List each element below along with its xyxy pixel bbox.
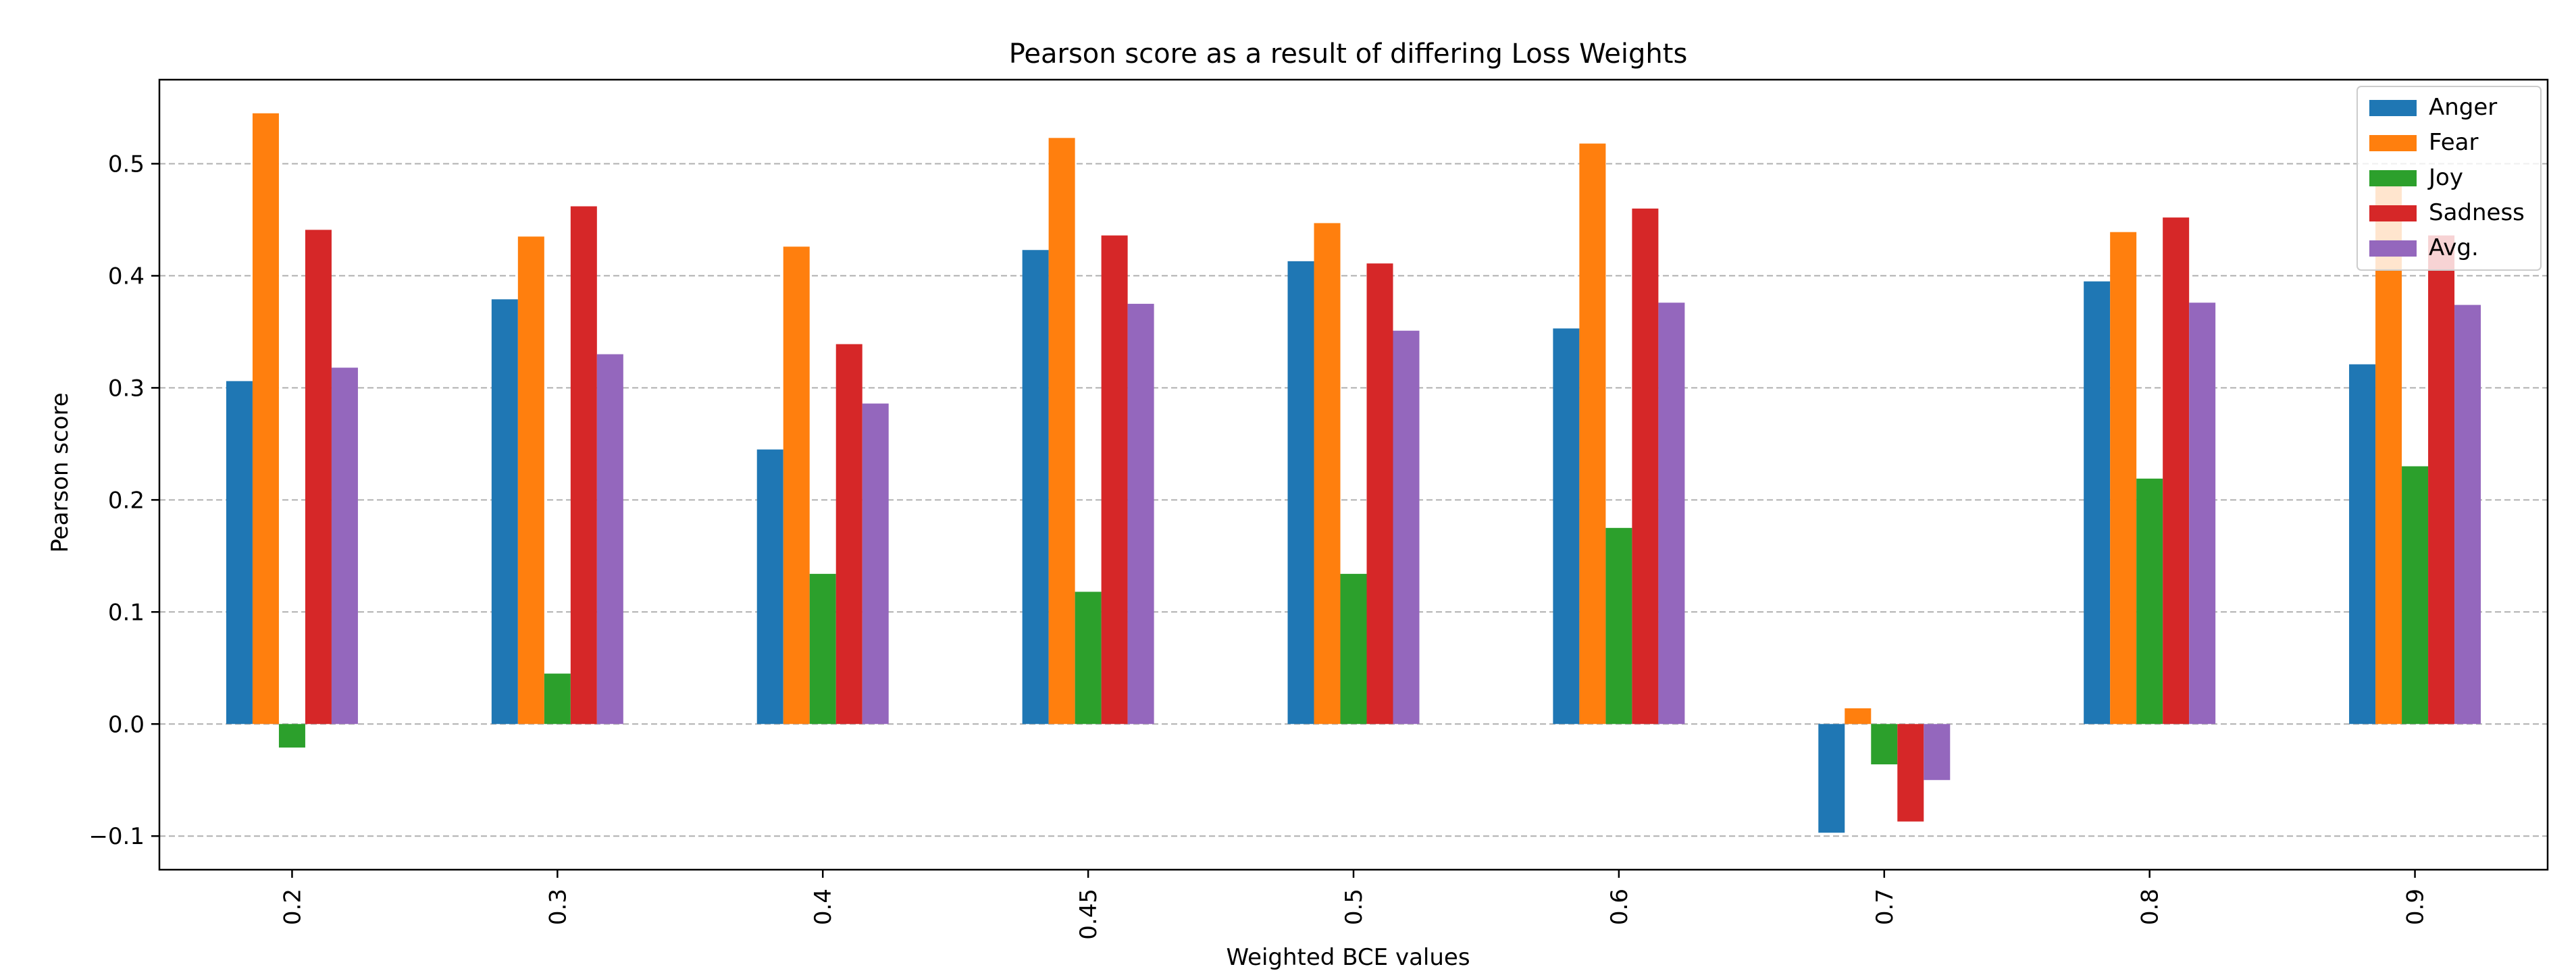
legend-swatch	[2369, 170, 2417, 186]
y-tick-label: 0.2	[108, 487, 145, 514]
legend-label: Anger	[2429, 94, 2497, 121]
bar-anger-0.2	[226, 381, 253, 725]
y-tick-label: 0.0	[108, 711, 145, 738]
bar-fear-0.2	[252, 113, 279, 725]
x-tick-label: 0.8	[2137, 889, 2164, 925]
bar-avg-0.6	[1658, 303, 1685, 725]
legend-swatch	[2369, 100, 2417, 116]
legend: Anger Fear Joy Sadness Avg.	[2356, 86, 2542, 271]
legend-label: Avg.	[2429, 234, 2479, 261]
y-tick-label: 0.1	[108, 599, 145, 626]
bar-fear-0.3	[517, 236, 544, 725]
x-tick-label: 0.45	[1075, 889, 1102, 940]
x-tick-label: 0.5	[1341, 889, 1368, 925]
bar-joy-0.8	[2136, 478, 2163, 725]
bar-avg-0.5	[1393, 330, 1420, 725]
x-axis-label: Weighted BCE values	[1226, 944, 1470, 970]
x-tick-label: 0.7	[1872, 889, 1899, 925]
bar-fear-0.8	[2110, 232, 2137, 725]
bar-joy-0.3	[544, 673, 571, 725]
bar-joy-0.45	[1075, 591, 1102, 725]
y-axis-label: Pearson score	[47, 392, 74, 552]
legend-box	[2356, 86, 2542, 271]
bar-sadness-0.4	[835, 344, 862, 725]
bar-avg-0.4	[862, 403, 889, 725]
y-tick-label: 0.5	[108, 151, 145, 178]
bar-anger-0.9	[2349, 364, 2376, 725]
bar-sadness-0.45	[1101, 235, 1128, 725]
bar-joy-0.6	[1605, 527, 1632, 725]
bar-anger-0.45	[1022, 250, 1049, 725]
bar-sadness-0.8	[2163, 217, 2190, 725]
x-tick-label: 0.6	[1606, 889, 1633, 925]
legend-swatch	[2369, 205, 2417, 221]
y-tick-label: 0.4	[108, 263, 145, 290]
bar-anger-0.7	[1818, 724, 1845, 833]
legend-label: Joy	[2427, 164, 2463, 191]
bar-joy-0.2	[278, 724, 305, 748]
bar-anger-0.8	[2084, 281, 2111, 725]
bar-avg-0.2	[331, 367, 358, 725]
bar-joy-0.9	[2402, 466, 2429, 725]
x-axis-ticks: 0.2 0.3 0.4 0.45 0.5 0.6 0.7 0.8 0.9	[279, 870, 2429, 940]
bar-avg-0.7	[1924, 724, 1951, 781]
bars	[226, 113, 2481, 833]
bar-sadness-0.7	[1897, 724, 1924, 822]
bar-avg-0.45	[1127, 303, 1154, 725]
bar-sadness-0.9	[2428, 235, 2455, 725]
bar-joy-0.4	[809, 573, 836, 725]
bar-avg-0.3	[596, 354, 623, 725]
bar-sadness-0.3	[570, 206, 597, 725]
bar-fear-0.7	[1845, 708, 1872, 725]
bar-avg-0.9	[2454, 305, 2481, 725]
bar-fear-0.6	[1579, 143, 1606, 725]
y-axis-ticks: −0.1 0.0 0.1 0.2 0.3 0.4 0.5	[88, 151, 159, 850]
bar-fear-0.5	[1314, 223, 1341, 725]
legend-label: Sadness	[2429, 199, 2525, 226]
bar-anger-0.6	[1553, 328, 1580, 725]
x-tick-label: 0.2	[279, 889, 306, 925]
bar-sadness-0.6	[1632, 208, 1659, 725]
bar-joy-0.7	[1871, 724, 1898, 764]
bar-avg-0.8	[2189, 303, 2216, 725]
bar-sadness-0.2	[305, 230, 332, 725]
y-tick-label: −0.1	[88, 823, 145, 850]
bar-joy-0.5	[1340, 573, 1367, 725]
bar-anger-0.3	[491, 299, 518, 725]
x-tick-label: 0.9	[2402, 889, 2429, 925]
bar-anger-0.4	[756, 449, 783, 725]
legend-label: Fear	[2429, 129, 2478, 156]
chart-title: Pearson score as a result of differing L…	[1009, 38, 1688, 70]
bar-anger-0.5	[1287, 261, 1314, 725]
x-tick-label: 0.3	[544, 889, 571, 925]
bar-sadness-0.5	[1366, 263, 1393, 725]
bar-fear-0.4	[783, 246, 810, 725]
x-tick-label: 0.4	[810, 889, 837, 925]
legend-swatch	[2369, 240, 2417, 257]
legend-swatch	[2369, 135, 2417, 151]
bar-fear-0.45	[1048, 138, 1075, 725]
y-tick-label: 0.3	[108, 375, 145, 402]
